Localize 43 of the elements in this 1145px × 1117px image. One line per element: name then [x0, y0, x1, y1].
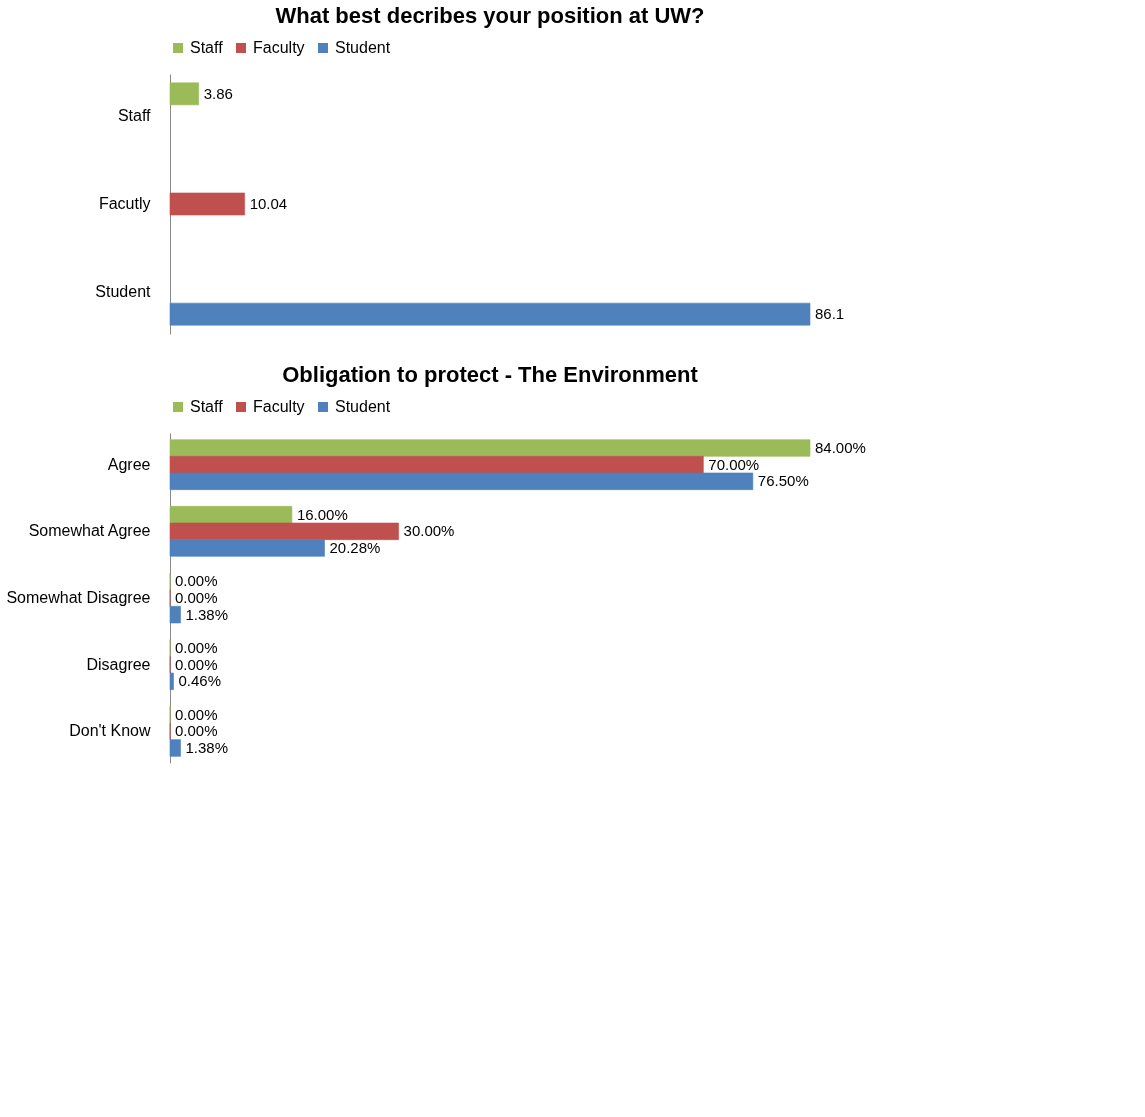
data-label: 0.00%	[175, 722, 218, 740]
data-label: 76.50%	[757, 472, 809, 490]
bar	[169, 506, 293, 524]
bar	[169, 472, 754, 490]
data-label: 70.00%	[708, 455, 760, 473]
y-tick-label: Somewhat Disagree	[6, 589, 151, 606]
data-label: 3.86	[203, 84, 233, 102]
data-label: 0.00%	[175, 705, 218, 723]
bar	[169, 606, 181, 624]
chart-title: What best decribes your position at UW?	[275, 3, 705, 28]
data-label: 30.00%	[403, 522, 455, 540]
data-label: 0.00%	[175, 639, 218, 656]
legend-label: Student	[335, 39, 391, 56]
data-label: 20.28%	[329, 539, 381, 556]
data-label: 1.38%	[185, 605, 229, 623]
y-tick-label: Disagree	[86, 655, 151, 673]
y-tick-label: Somewhat Agree	[28, 522, 151, 540]
legend-label: Faculty	[253, 39, 305, 56]
bar	[169, 672, 174, 690]
y-tick-label: Agree	[107, 455, 151, 473]
legend-label: Faculty	[253, 398, 305, 415]
y-tick-label: Student	[95, 283, 152, 301]
chart-title: Obligation to protect - The Environment	[282, 362, 699, 387]
legend-label: Staff	[190, 39, 224, 56]
y-tick-label: Facutly	[98, 195, 151, 212]
data-label: 86.1	[815, 305, 845, 323]
data-label: 0.00%	[175, 589, 218, 606]
data-label: 10.04	[249, 195, 288, 212]
y-tick-label: Don't Know	[69, 722, 151, 740]
data-label: 84.00%	[815, 439, 866, 456]
data-label: 16.00%	[296, 505, 348, 523]
bar	[169, 456, 704, 474]
bar	[169, 522, 399, 540]
y-tick-label: Staff	[117, 106, 152, 124]
data-label: 0.46%	[178, 672, 222, 690]
bar	[169, 439, 811, 457]
data-label: 0.00%	[175, 655, 218, 673]
bar	[169, 739, 181, 757]
data-label: 0.00%	[175, 572, 218, 590]
legend-label: Staff	[190, 398, 224, 415]
bar	[169, 539, 325, 557]
legend-label: Student	[335, 398, 391, 415]
data-label: 1.38%	[185, 739, 229, 756]
